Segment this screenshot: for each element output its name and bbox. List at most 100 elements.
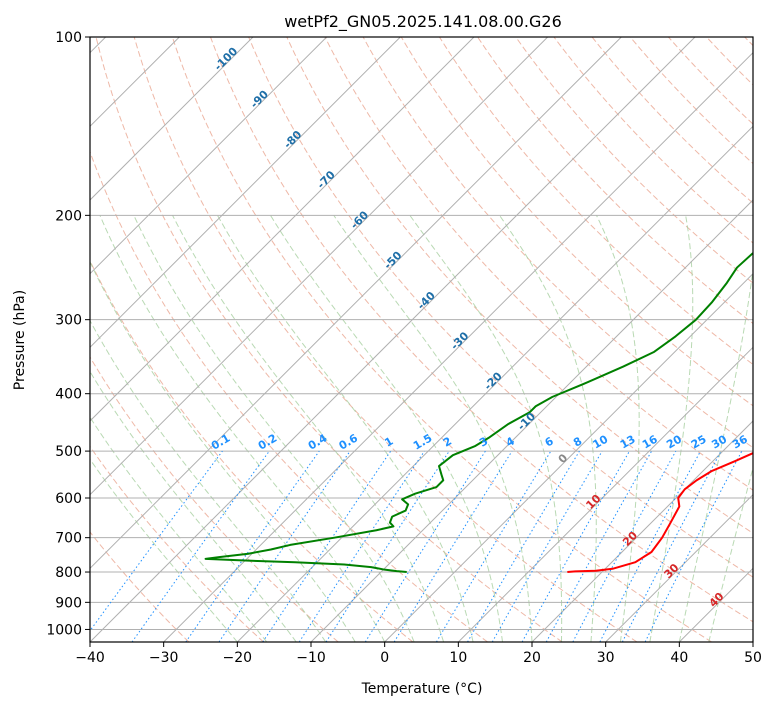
dry-adiabat <box>95 37 563 642</box>
x-tick-label: 40 <box>670 650 688 666</box>
x-tick-label: 20 <box>523 650 541 666</box>
isotherm-label: -70 <box>315 168 338 191</box>
mixing-ratio-label: 3 <box>477 435 490 450</box>
moist-adiabat <box>90 370 297 642</box>
chart-title: wetPf2_GN05.2025.141.08.00.G26 <box>284 12 562 32</box>
mixing-ratio-line <box>298 450 425 642</box>
mixing-ratio-line <box>521 450 630 642</box>
mixing-ratio-line <box>131 450 270 642</box>
isotherm-line <box>384 272 753 642</box>
dry-adiabat <box>133 37 638 642</box>
mixing-ratio-line <box>467 450 580 642</box>
isotherm-line <box>90 37 254 201</box>
dry-adiabat <box>706 37 753 86</box>
isotherm-line <box>90 37 622 570</box>
moist-adiabat-label: 10 <box>583 492 603 512</box>
moist-adiabat <box>90 319 327 642</box>
isotherm-line <box>90 37 401 349</box>
isotherm-label: -90 <box>248 87 271 110</box>
isotherm-line <box>163 51 753 642</box>
moist-adiabat <box>409 215 563 642</box>
moist-adiabat <box>270 215 504 642</box>
moist-adiabat <box>90 458 238 642</box>
y-axis: 100 200 300 400 500 600 700 800 900 1000 <box>46 30 90 638</box>
dry-adiabat <box>90 531 190 642</box>
temperature-line <box>567 452 753 574</box>
y-axis-title: Pressure (hPa) <box>12 290 28 390</box>
isotherm-label: -10 <box>515 410 538 433</box>
moist-adiabat <box>678 265 753 642</box>
mixing-ratio-line <box>572 450 677 642</box>
mixing-ratio-line <box>644 450 743 642</box>
moist-adiabat <box>133 215 415 642</box>
mixing-ratio-label: 25 <box>689 433 709 452</box>
mixing-ratio-label: 0.2 <box>256 432 279 453</box>
mixing-ratio-line <box>393 450 513 642</box>
isotherm-label: -40 <box>415 289 438 312</box>
mixing-ratio-label: 36 <box>730 432 750 451</box>
y-tick-label: 500 <box>55 444 82 460</box>
isotherm-label: -20 <box>482 369 505 392</box>
isotherm-line <box>90 37 549 496</box>
plot-frame <box>89 36 754 643</box>
mixing-ratio-line <box>90 450 223 632</box>
moist-adiabat <box>499 215 597 642</box>
dry-adiabat <box>90 445 264 642</box>
isotherm-line <box>531 420 753 642</box>
isotherm-line <box>310 199 753 642</box>
x-tick-label: 10 <box>449 650 467 666</box>
mixing-ratio-line <box>325 450 450 642</box>
dewpoint-line <box>204 252 753 574</box>
moist-adiabat <box>649 215 694 642</box>
x-tick-label: −30 <box>149 650 179 666</box>
isotherm-line <box>90 37 475 422</box>
moist-adiabat <box>708 466 753 642</box>
moist-adiabat <box>90 416 268 642</box>
moist-adiabat <box>90 260 356 642</box>
y-tick-label: 800 <box>55 565 82 581</box>
mixing-ratio-line <box>435 450 552 642</box>
mixing-ratio-label: 0.4 <box>306 431 330 452</box>
mixing-ratio-label: 30 <box>709 432 729 451</box>
mixing-ratio-label: 10 <box>591 432 611 451</box>
dry-adiabat <box>90 259 414 642</box>
moist-adiabat <box>172 215 445 642</box>
dry-adiabat <box>248 37 753 578</box>
x-axis: −40 −30 −20 −10 0 10 20 30 40 50 <box>75 642 762 666</box>
y-tick-label: 600 <box>55 491 82 507</box>
x-tick-label: 50 <box>744 650 762 666</box>
isotherm-label: -50 <box>381 249 404 272</box>
x-tick-label: −40 <box>75 650 105 666</box>
isotherm-label: -100 <box>212 44 241 73</box>
mixing-ratio-label: 20 <box>664 432 684 451</box>
dry-adiabat <box>515 37 753 284</box>
y-tick-label: 300 <box>55 313 82 329</box>
isotherm-line <box>236 125 753 642</box>
y-tick-label: 1000 <box>46 622 82 638</box>
isotherm-label: -30 <box>448 329 471 352</box>
y-tick-label: 200 <box>55 208 82 224</box>
dry-adiabat <box>591 37 753 204</box>
moist-adiabat <box>596 215 640 642</box>
dry-adiabat <box>210 37 753 623</box>
mixing-ratio-line <box>545 450 653 642</box>
isotherm-label: -60 <box>348 208 371 231</box>
isotherm-line <box>90 37 696 642</box>
moist-adiabat <box>333 215 533 642</box>
x-tick-label: 0 <box>380 650 389 666</box>
moist-adiabat <box>99 215 386 642</box>
mixing-ratio-label: 16 <box>640 432 660 451</box>
x-tick-label: −10 <box>296 650 326 666</box>
y-tick-label: 700 <box>55 531 82 547</box>
moist-adiabat-label: 40 <box>707 590 727 610</box>
dry-adiabat <box>90 356 339 642</box>
isotherm-line <box>90 37 328 275</box>
x-tick-label: −20 <box>223 650 253 666</box>
y-tick-label: 100 <box>55 30 82 46</box>
mixing-ratio-label: 13 <box>618 433 638 452</box>
dry-adiabat <box>668 37 753 125</box>
y-tick-label: 900 <box>55 595 82 611</box>
mixing-ratio-line <box>185 450 320 642</box>
mixing-ratio-line <box>262 450 392 642</box>
mixing-ratio-label: 8 <box>571 435 584 450</box>
